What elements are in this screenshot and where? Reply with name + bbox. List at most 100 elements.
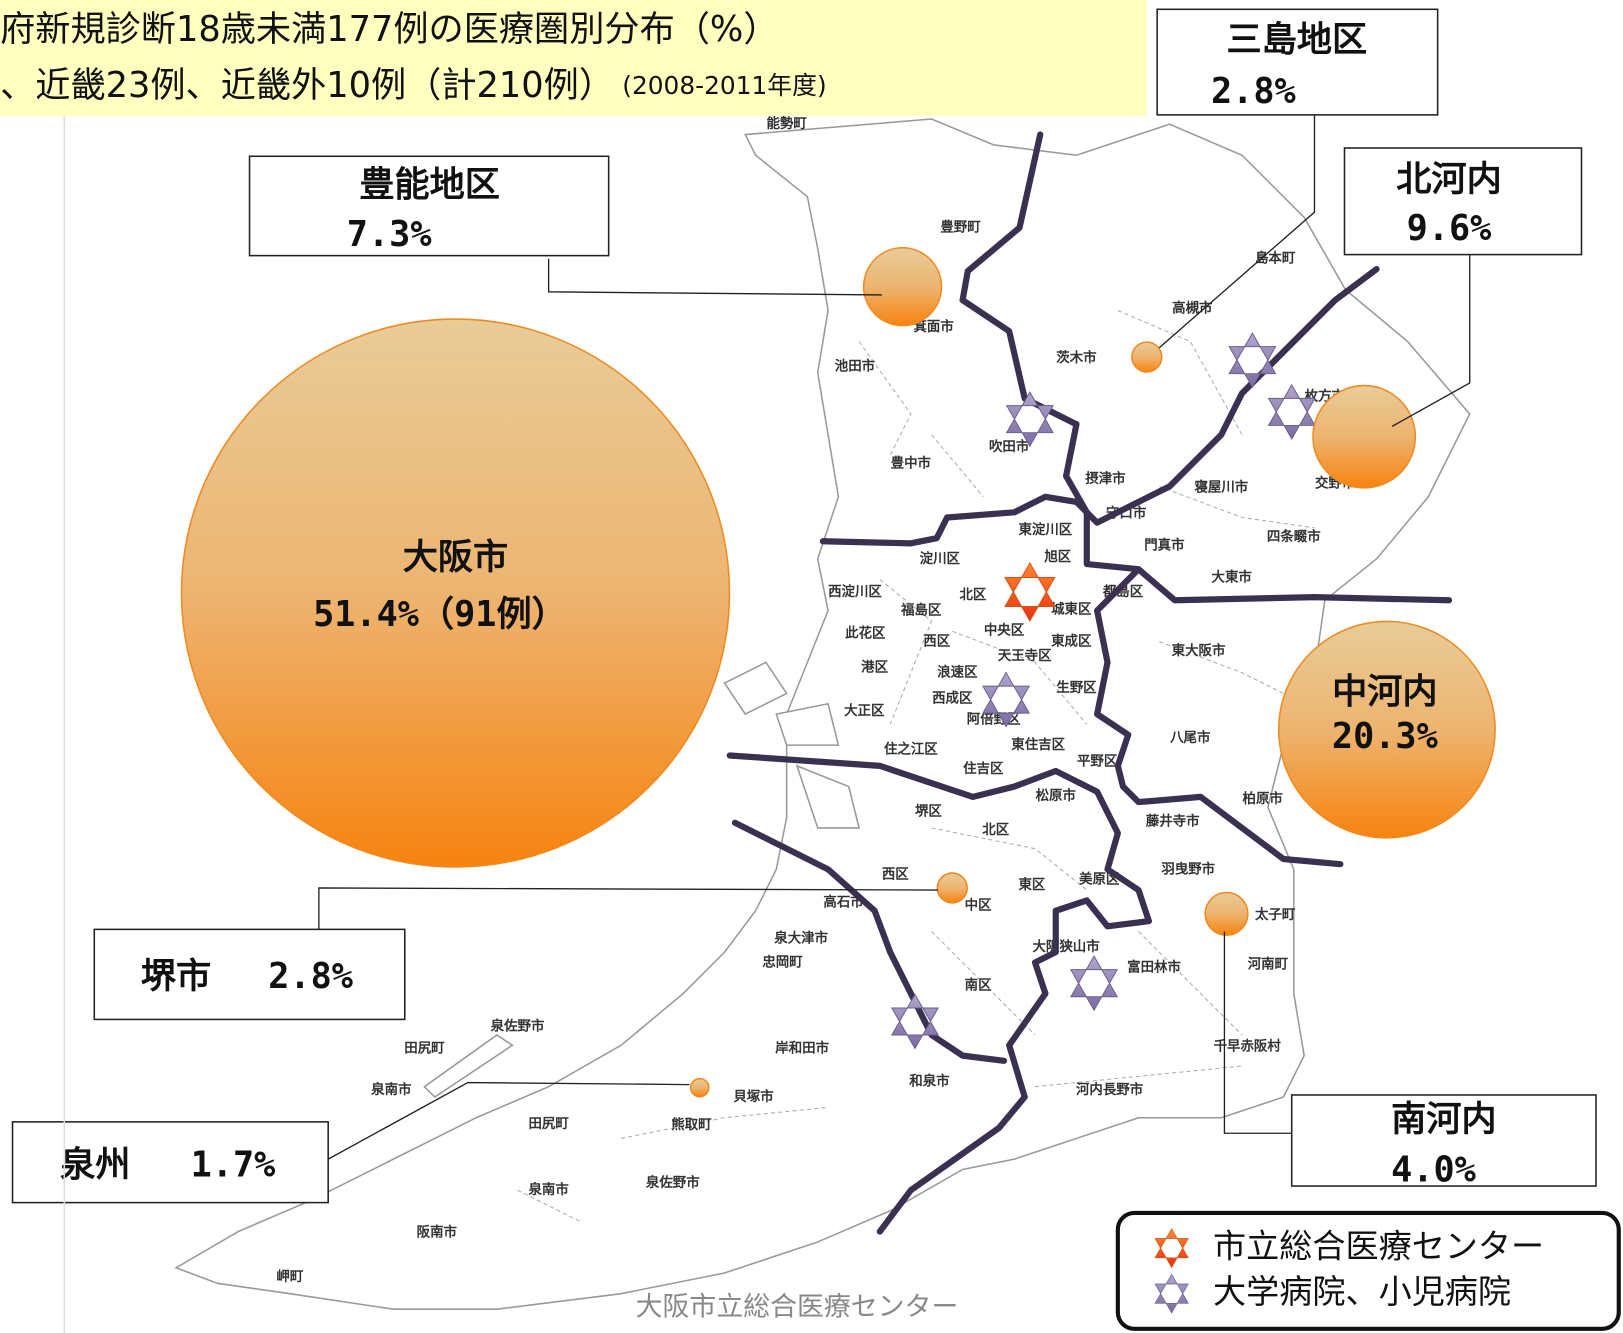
- share-bubble: [1131, 341, 1163, 373]
- map-base: [174, 118, 1471, 1310]
- place-name: 田尻町: [404, 1040, 445, 1056]
- region-name: 泉州: [60, 1144, 130, 1185]
- place-name: 門真市: [1144, 536, 1185, 553]
- place-name: 東成区: [1051, 633, 1092, 650]
- place-name: 吹田市: [989, 438, 1030, 455]
- region-share: 4.0%: [1391, 1150, 1476, 1191]
- area-borders: [726, 131, 1453, 1235]
- place-name: 豊中市: [891, 455, 932, 472]
- place-name: 富田林市: [1127, 959, 1181, 976]
- leader-line: [1158, 114, 1316, 349]
- place-name: 浪速区: [937, 664, 978, 681]
- place-name: 東区: [1018, 876, 1045, 893]
- place-name: 西淀川区: [828, 583, 882, 600]
- share-bubble: [936, 872, 968, 904]
- place-name: 東淀川区: [1019, 521, 1073, 538]
- place-name: 平野区: [1077, 754, 1118, 770]
- legend: 市立総合医療センター 大学病院、小児病院: [1115, 1210, 1621, 1331]
- place-name: 東住吉区: [1011, 736, 1065, 753]
- place-name: 生野区: [1056, 679, 1097, 696]
- place-name: 中区: [965, 897, 992, 914]
- place-name: 西区: [882, 867, 909, 883]
- place-name: 淀川区: [920, 550, 961, 567]
- place-name: 和泉市: [909, 1073, 950, 1090]
- leader-line: [547, 258, 882, 296]
- place-name: 田尻町: [528, 1116, 569, 1132]
- place-name: 河内長野市: [1076, 1081, 1144, 1098]
- place-name: 八尾市: [1169, 729, 1211, 746]
- footer-credit: 大阪市立総合医療センター: [636, 1292, 959, 1323]
- leader-line: [1223, 931, 1292, 1134]
- place-name: 天王寺区: [998, 648, 1052, 664]
- share-bubble: [180, 318, 731, 868]
- region-name: 三島地区: [1227, 19, 1368, 60]
- share-bubble: [1204, 891, 1249, 936]
- place-name: 泉南市: [371, 1081, 412, 1098]
- place-name: 住之江区: [884, 740, 938, 757]
- place-name: 寝屋川市: [1194, 478, 1248, 495]
- region-share: 2.8%: [1211, 71, 1296, 112]
- region-share: 51.4%（91例）: [313, 594, 567, 635]
- place-name: 西区: [923, 634, 950, 650]
- region-share: 1.7%: [191, 1144, 276, 1185]
- region-name: 大阪市: [403, 537, 509, 578]
- legend-label: 市立総合医療センター: [1213, 1227, 1544, 1266]
- share-bubble: [862, 246, 943, 327]
- place-name: 城東区: [1051, 601, 1092, 618]
- place-name: 堺区: [915, 802, 942, 819]
- place-name: 旭区: [1043, 548, 1071, 565]
- place-name: 泉南市: [528, 1181, 569, 1198]
- place-name: 住吉区: [963, 760, 1004, 777]
- share-bubble: [1277, 620, 1496, 839]
- region-name: 南河内: [1391, 1099, 1497, 1140]
- label-box: [1343, 147, 1583, 256]
- leader-line: [1391, 254, 1471, 427]
- label-box: [93, 928, 406, 1021]
- title-background: [0, 0, 1147, 116]
- place-name: 松原市: [1036, 787, 1077, 804]
- place-name: 池田市: [835, 357, 876, 374]
- place-name: 阪南市: [417, 1224, 458, 1241]
- place-name: 港区: [861, 659, 888, 676]
- label-box: [11, 1121, 329, 1204]
- place-name: 高石市: [823, 893, 864, 910]
- place-name: 豊野町: [940, 219, 981, 236]
- share-bubble: [1312, 384, 1417, 489]
- place-name: 千早赤阪村: [1214, 1037, 1282, 1054]
- place-name: 守口市: [1106, 504, 1147, 521]
- place-name: 大正区: [844, 702, 885, 719]
- place-name: 河南町: [1248, 956, 1289, 973]
- share-bubble: [689, 1077, 710, 1098]
- region-labels: 豊能地区7.3%三島地区2.8%北河内9.6%大阪市51.4%（91例）中河内2…: [11, 8, 1597, 1204]
- region-name: 堺市: [141, 956, 211, 997]
- regions: 豊能地区7.3%三島地区2.8%北河内9.6%大阪市51.4%（91例）中河内2…: [11, 8, 1597, 1204]
- place-name: 中央区: [984, 621, 1025, 638]
- title-line-2-main: 、近畿23例、近畿外10例（計210例）: [0, 65, 614, 106]
- label-box: [1290, 1094, 1597, 1187]
- legend-box: [1115, 1210, 1621, 1331]
- region-share: 2.8%: [268, 956, 353, 997]
- region-name: 豊能地区: [359, 164, 500, 205]
- legend-label: 大学病院、小児病院: [1213, 1272, 1511, 1311]
- place-name: 島本町: [1255, 250, 1296, 267]
- place-name: 東大阪市: [1172, 642, 1226, 659]
- place-name: 能勢町: [766, 115, 807, 132]
- place-name: 岬町: [276, 1269, 303, 1285]
- place-name: 茨木市: [1056, 349, 1097, 366]
- title-line-1: 府新規診断18歳未満177例の医療圏別分布（%）: [0, 9, 778, 50]
- place-name: 福島区: [900, 602, 942, 619]
- place-name: 大東市: [1212, 568, 1253, 585]
- place-name: 高槻市: [1172, 299, 1213, 316]
- place-name: 箕面市: [913, 318, 954, 335]
- place-name: 藤井寺市: [1146, 813, 1200, 830]
- place-name: 貝塚市: [733, 1088, 774, 1105]
- region-share: 7.3%: [347, 214, 432, 255]
- place-name: 泉大津市: [774, 930, 828, 947]
- place-name: 熊取町: [671, 1116, 712, 1133]
- place-name: 西成区: [932, 690, 973, 707]
- label-box: [1156, 8, 1439, 116]
- place-name: 北区: [960, 587, 987, 603]
- region-share: 20.3%: [1332, 716, 1438, 757]
